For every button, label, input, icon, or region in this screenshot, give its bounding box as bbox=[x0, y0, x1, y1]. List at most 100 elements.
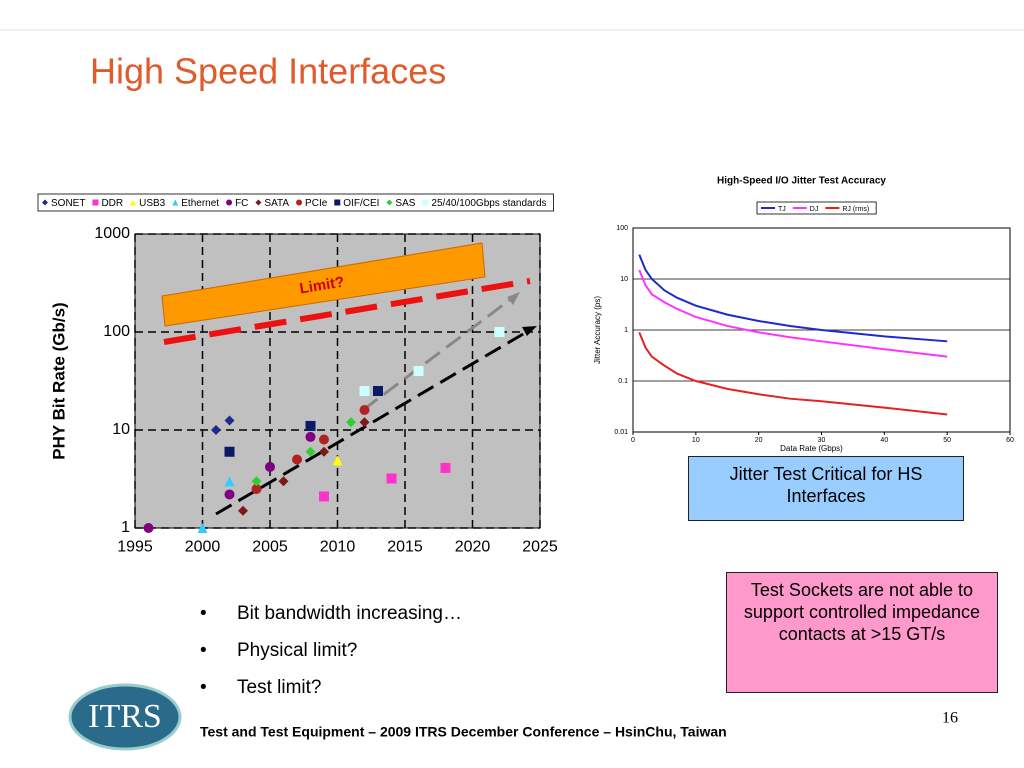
y-tick-label: 10 bbox=[112, 421, 130, 438]
legend-marker bbox=[255, 199, 262, 206]
legend-label: SAS bbox=[395, 198, 415, 209]
callout-box: Jitter Test Critical for HS Interfaces bbox=[688, 456, 964, 521]
point bbox=[305, 431, 316, 442]
point bbox=[413, 365, 424, 376]
legend-label: 25/40/100Gbps standards bbox=[431, 198, 546, 209]
line bbox=[638, 254, 948, 343]
point bbox=[332, 455, 343, 466]
y-tick-label: 0.1 bbox=[618, 378, 628, 385]
y-tick-label: 100 bbox=[616, 225, 628, 232]
point bbox=[305, 420, 316, 431]
legend-marker bbox=[130, 199, 137, 206]
point bbox=[278, 476, 289, 487]
y-axis-label: PHY Bit Rate (Gb/s) bbox=[49, 302, 68, 459]
legend-label: FC bbox=[235, 198, 248, 209]
y-tick-label: 10 bbox=[620, 276, 628, 283]
trend-arrow bbox=[522, 326, 537, 336]
y-tick-label: 1 bbox=[624, 327, 628, 334]
slide-title: High Speed Interfaces bbox=[90, 51, 446, 92]
y-tick-label: 1000 bbox=[94, 225, 130, 242]
point bbox=[319, 446, 329, 457]
point bbox=[292, 454, 302, 465]
line bbox=[638, 269, 948, 358]
x-tick-label: 2025 bbox=[522, 538, 558, 555]
legend-marker bbox=[422, 199, 429, 206]
x-tick-label: 50 bbox=[943, 437, 951, 444]
legend-label: SONET bbox=[51, 198, 85, 209]
legend-label: PCIe bbox=[305, 198, 328, 209]
point bbox=[238, 505, 248, 516]
x-tick-label: 60 bbox=[1006, 437, 1014, 444]
legend-marker bbox=[92, 199, 99, 206]
x-tick-label: 10 bbox=[692, 437, 700, 444]
point bbox=[251, 484, 262, 495]
point bbox=[211, 425, 221, 435]
point bbox=[373, 386, 383, 397]
limit-banner bbox=[161, 242, 486, 327]
legend-label: RJ (rms) bbox=[842, 206, 869, 213]
x-tick-label: 2005 bbox=[252, 538, 288, 555]
legend-marker bbox=[42, 199, 48, 206]
legend-label: SATA bbox=[264, 198, 289, 209]
point bbox=[224, 415, 235, 426]
x-tick-label: 1995 bbox=[117, 538, 153, 555]
y-axis-label: Jitter Accuracy (ps) bbox=[593, 296, 602, 364]
trend-arrow bbox=[507, 292, 520, 305]
point bbox=[143, 523, 154, 533]
limit-line bbox=[163, 278, 531, 345]
callout-box: Test Sockets are not able to support con… bbox=[726, 572, 998, 693]
x-tick-label: 40 bbox=[880, 437, 888, 444]
chart-title: High-Speed I/O Jitter Test Accuracy bbox=[717, 176, 886, 187]
y-tick-label: 100 bbox=[103, 323, 130, 340]
y-tick-label: 0.01 bbox=[614, 429, 628, 436]
legend-label: TJ bbox=[778, 206, 786, 213]
legend-box bbox=[37, 193, 554, 212]
legend-marker bbox=[386, 199, 393, 206]
legend: SONET DDR USB3 Ethernet FC SATA PCIe OIF/CEI SAS… bbox=[37, 193, 554, 212]
legend-label: DDR bbox=[101, 198, 123, 209]
trend-line bbox=[215, 328, 531, 516]
legend-marker bbox=[172, 199, 179, 206]
legend-marker bbox=[296, 199, 303, 206]
point bbox=[265, 461, 275, 472]
bullet-text: Physical limit? bbox=[237, 640, 358, 661]
point bbox=[224, 476, 235, 487]
legend-label: DJ bbox=[810, 206, 819, 213]
bullet: • Test limit? bbox=[200, 677, 322, 698]
legend-marker bbox=[334, 199, 341, 206]
logo-globe bbox=[70, 685, 180, 749]
line bbox=[638, 331, 948, 416]
x-tick-label: 2020 bbox=[455, 538, 491, 555]
point bbox=[346, 417, 356, 428]
bullet-text: Bit bandwidth increasing… bbox=[237, 603, 462, 624]
logo-ring bbox=[68, 683, 182, 751]
point bbox=[224, 489, 235, 500]
point bbox=[386, 473, 397, 484]
trend-line bbox=[362, 294, 516, 412]
x-tick-label: 0 bbox=[631, 437, 635, 444]
footer: Test and Test Equipment – 2009 ITRS Dece… bbox=[200, 724, 727, 740]
x-tick-label: 30 bbox=[818, 437, 826, 444]
bullet: • Physical limit? bbox=[200, 640, 358, 661]
point bbox=[305, 446, 316, 457]
x-tick-label: 2010 bbox=[320, 538, 356, 555]
point bbox=[359, 417, 370, 428]
page-number: 16 bbox=[942, 710, 958, 727]
point bbox=[251, 476, 262, 487]
legend-label: Ethernet bbox=[181, 198, 219, 209]
point bbox=[224, 446, 235, 457]
x-tick-label: 20 bbox=[755, 437, 763, 444]
bullet: • Bit bandwidth increasing… bbox=[200, 603, 462, 624]
point bbox=[359, 386, 370, 397]
point bbox=[359, 404, 370, 415]
point bbox=[494, 327, 505, 337]
x-axis-label: Data Rate (Gbps) bbox=[780, 444, 843, 453]
bullet-text: Test limit? bbox=[237, 677, 322, 698]
legend: TJ DJ RJ (rms) bbox=[756, 201, 877, 215]
logo-text: ITRS bbox=[88, 698, 162, 735]
point bbox=[319, 434, 329, 445]
y-tick-label: 1 bbox=[121, 519, 130, 536]
